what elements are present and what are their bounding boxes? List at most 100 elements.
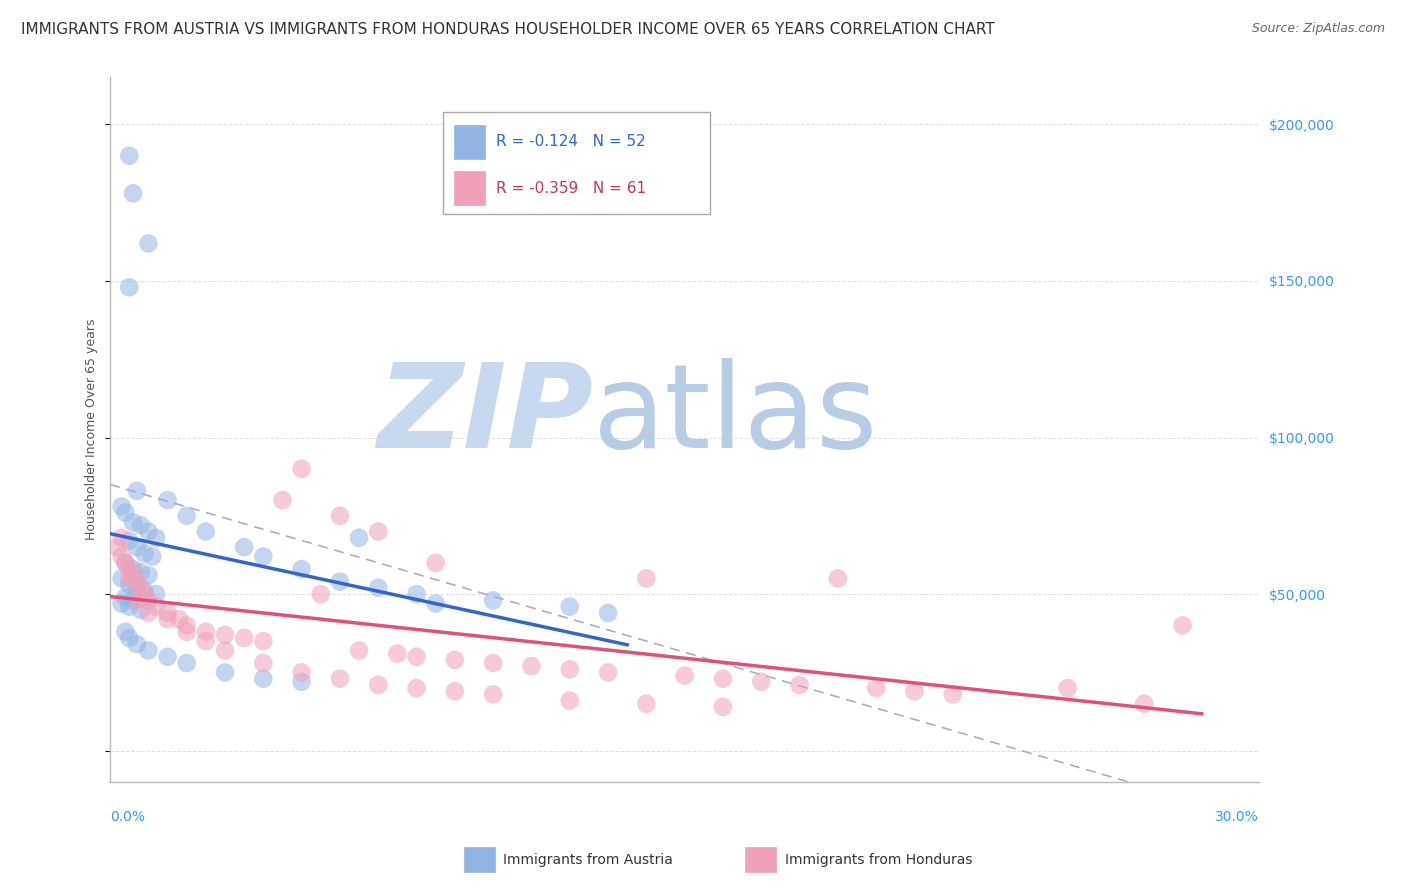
Point <box>482 593 505 607</box>
Point <box>114 506 136 520</box>
Point <box>134 587 156 601</box>
Text: R = -0.359   N = 61: R = -0.359 N = 61 <box>496 181 647 195</box>
Point <box>122 568 145 582</box>
Point <box>1133 697 1156 711</box>
Point <box>405 649 427 664</box>
Point <box>118 599 141 614</box>
Point <box>636 697 658 711</box>
Point <box>156 649 179 664</box>
Point <box>145 531 167 545</box>
Point <box>129 603 152 617</box>
Point <box>138 606 160 620</box>
Point <box>903 684 925 698</box>
Point <box>125 540 148 554</box>
Point <box>125 581 148 595</box>
Point <box>405 681 427 695</box>
Point <box>347 531 370 545</box>
Point <box>405 587 427 601</box>
Point <box>329 672 352 686</box>
Point <box>789 678 811 692</box>
Point <box>107 540 129 554</box>
Point <box>347 643 370 657</box>
Point <box>118 280 141 294</box>
Point <box>110 531 132 545</box>
Point <box>329 508 352 523</box>
Point <box>252 656 274 670</box>
Point <box>114 556 136 570</box>
Point <box>865 681 887 695</box>
Text: atlas: atlas <box>593 358 879 473</box>
Point <box>387 647 409 661</box>
Point <box>122 593 145 607</box>
Point <box>252 672 274 686</box>
Point <box>156 612 179 626</box>
Point <box>145 587 167 601</box>
Point <box>214 643 236 657</box>
Point <box>520 659 543 673</box>
Point <box>129 518 152 533</box>
Point <box>596 665 619 680</box>
Point <box>138 643 160 657</box>
Point <box>636 572 658 586</box>
Point <box>118 533 141 548</box>
Point <box>942 687 965 701</box>
Point <box>711 672 734 686</box>
Point <box>114 624 136 639</box>
Point <box>558 599 581 614</box>
Point <box>145 599 167 614</box>
Point <box>156 493 179 508</box>
Point <box>118 631 141 645</box>
Point <box>291 665 314 680</box>
Point <box>110 597 132 611</box>
Point <box>827 572 849 586</box>
Point <box>134 584 156 599</box>
Point <box>425 556 447 570</box>
Point <box>291 462 314 476</box>
Text: R = -0.124   N = 52: R = -0.124 N = 52 <box>496 135 647 149</box>
Text: ZIP: ZIP <box>377 358 593 473</box>
Point <box>156 606 179 620</box>
Point <box>118 149 141 163</box>
Point <box>425 597 447 611</box>
Point <box>141 549 163 564</box>
Point <box>1056 681 1078 695</box>
Point <box>110 549 132 564</box>
Text: IMMIGRANTS FROM AUSTRIA VS IMMIGRANTS FROM HONDURAS HOUSEHOLDER INCOME OVER 65 Y: IMMIGRANTS FROM AUSTRIA VS IMMIGRANTS FR… <box>21 22 995 37</box>
Point <box>194 524 217 539</box>
Point <box>309 587 332 601</box>
Point <box>125 593 148 607</box>
Text: 0.0%: 0.0% <box>110 810 145 824</box>
Point <box>233 631 256 645</box>
Point <box>252 634 274 648</box>
Point <box>122 515 145 529</box>
Point <box>214 628 236 642</box>
Text: Immigrants from Austria: Immigrants from Austria <box>503 853 673 867</box>
Point <box>176 508 198 523</box>
Point <box>114 556 136 570</box>
Point <box>122 562 145 576</box>
Point <box>596 606 619 620</box>
Point <box>138 236 160 251</box>
Text: Source: ZipAtlas.com: Source: ZipAtlas.com <box>1251 22 1385 36</box>
Point <box>118 572 141 586</box>
Point <box>138 568 160 582</box>
Point <box>176 656 198 670</box>
Point <box>673 668 696 682</box>
Point <box>291 674 314 689</box>
Point <box>176 618 198 632</box>
Point <box>482 656 505 670</box>
Point <box>110 572 132 586</box>
Point <box>233 540 256 554</box>
Text: 30.0%: 30.0% <box>1215 810 1260 824</box>
Y-axis label: Householder Income Over 65 years: Householder Income Over 65 years <box>86 319 98 541</box>
Point <box>129 565 152 579</box>
Point <box>125 574 148 589</box>
Point <box>367 678 389 692</box>
Point <box>367 581 389 595</box>
Point <box>271 493 294 508</box>
Point <box>125 483 148 498</box>
Point <box>176 624 198 639</box>
Point <box>443 653 465 667</box>
Point <box>194 634 217 648</box>
Point <box>118 562 141 576</box>
